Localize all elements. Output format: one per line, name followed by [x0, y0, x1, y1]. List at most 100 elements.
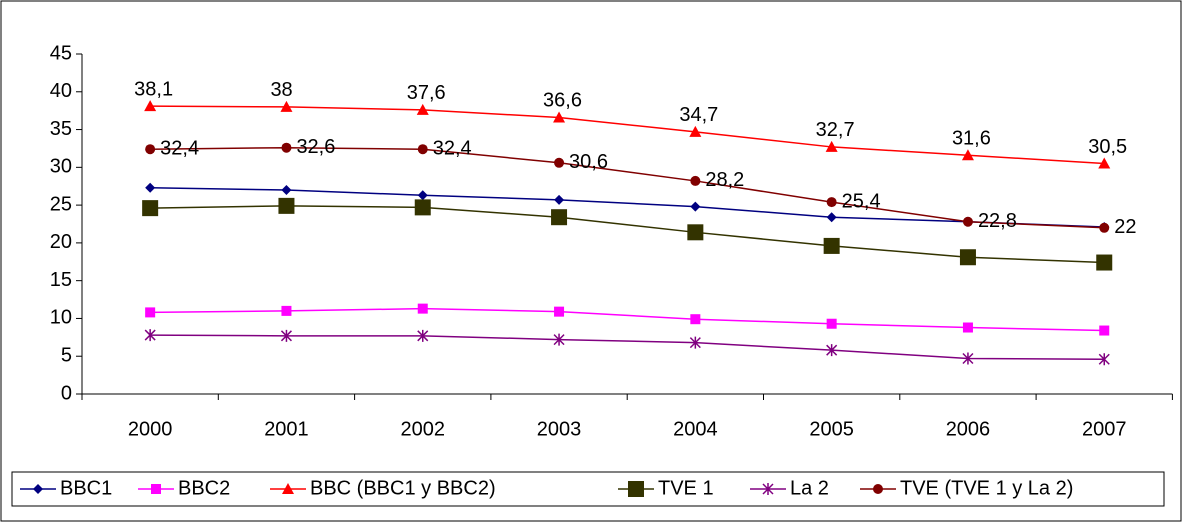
- marker: [281, 305, 292, 316]
- marker: [961, 149, 974, 161]
- data-label: 28,2: [705, 169, 744, 191]
- data-label: 37,6: [407, 82, 446, 104]
- marker: [281, 185, 292, 195]
- marker: [145, 144, 156, 155]
- data-label: 25,4: [842, 190, 881, 212]
- data-label: 30,5: [1088, 136, 1127, 158]
- marker: [280, 100, 293, 112]
- y-tick-label: 10: [50, 307, 72, 329]
- data-label: 38: [270, 79, 292, 101]
- marker: [825, 140, 838, 152]
- marker: [1098, 157, 1111, 169]
- marker: [553, 111, 566, 123]
- marker: [278, 197, 295, 214]
- data-label: 22,8: [978, 210, 1017, 232]
- marker: [689, 125, 702, 137]
- marker: [826, 344, 838, 357]
- data-label: 32,7: [816, 119, 855, 141]
- data-label: 34,7: [679, 104, 718, 126]
- marker: [281, 142, 292, 153]
- series-line: [150, 307, 1105, 332]
- marker: [1099, 222, 1110, 233]
- legend-label: TVE (TVE 1 y La 2): [900, 477, 1073, 499]
- x-tick-label: 2006: [946, 418, 991, 440]
- marker: [551, 209, 568, 226]
- marker: [690, 314, 701, 325]
- marker: [962, 322, 973, 333]
- series-line: [150, 334, 1105, 360]
- x-tick-label: 2005: [809, 418, 854, 440]
- data-label: 32,4: [160, 137, 199, 159]
- y-tick-label: 40: [50, 80, 72, 102]
- x-tick-label: 2000: [128, 418, 173, 440]
- marker: [142, 200, 159, 217]
- marker: [762, 483, 774, 495]
- legend-label: TVE 1: [658, 477, 714, 499]
- marker: [826, 197, 837, 208]
- marker: [873, 484, 883, 494]
- marker: [823, 237, 840, 254]
- x-tick-label: 2007: [1082, 418, 1127, 440]
- marker: [690, 175, 701, 186]
- marker: [417, 190, 428, 201]
- marker: [282, 483, 294, 494]
- legend-label: BBC2: [178, 477, 230, 499]
- marker: [144, 100, 157, 112]
- marker: [151, 484, 161, 494]
- marker: [145, 182, 156, 193]
- marker: [417, 303, 428, 314]
- data-label: 22: [1114, 216, 1136, 238]
- legend-box: [11, 471, 1165, 507]
- marker: [554, 306, 565, 317]
- marker: [145, 307, 156, 318]
- marker: [826, 212, 837, 223]
- marker: [1099, 325, 1110, 336]
- y-tick-label: 25: [50, 193, 72, 215]
- y-tick-label: 5: [61, 345, 72, 367]
- marker: [280, 329, 292, 342]
- marker: [689, 336, 701, 349]
- marker: [554, 194, 565, 205]
- data-label: 36,6: [543, 90, 582, 112]
- marker: [1098, 353, 1110, 366]
- marker: [690, 201, 701, 212]
- y-tick-label: 0: [61, 382, 72, 404]
- series-line: [150, 186, 1105, 228]
- y-tick-label: 15: [50, 269, 72, 291]
- marker: [416, 103, 429, 115]
- x-tick-label: 2003: [537, 418, 582, 440]
- data-label: 30,6: [569, 151, 608, 173]
- marker: [417, 329, 429, 342]
- marker: [553, 333, 565, 346]
- data-label: 31,6: [952, 128, 991, 150]
- x-tick-label: 2002: [401, 418, 446, 440]
- marker: [33, 484, 43, 494]
- marker: [687, 224, 704, 241]
- x-tick-label: 2001: [264, 418, 309, 440]
- series-line: [150, 105, 1105, 165]
- data-label: 32,4: [433, 137, 472, 159]
- legend-label: La 2: [790, 477, 829, 499]
- data-label: 32,6: [296, 136, 335, 158]
- y-tick-label: 20: [50, 231, 72, 253]
- marker: [144, 329, 156, 342]
- series-line: [150, 146, 1105, 229]
- y-tick-label: 45: [50, 42, 72, 64]
- marker: [962, 352, 974, 365]
- marker: [962, 216, 973, 227]
- marker: [628, 481, 644, 497]
- marker: [414, 199, 431, 216]
- marker: [417, 144, 428, 155]
- y-tick-label: 35: [50, 118, 72, 140]
- legend-label: BBC (BBC1 y BBC2): [310, 477, 496, 499]
- y-tick-label: 30: [50, 156, 72, 178]
- marker: [959, 249, 976, 266]
- series-line: [150, 205, 1105, 264]
- marker: [554, 157, 565, 168]
- data-label: 38,1: [134, 78, 173, 100]
- marker: [826, 318, 837, 329]
- x-tick-label: 2004: [673, 418, 718, 440]
- legend-label: BBC1: [60, 477, 112, 499]
